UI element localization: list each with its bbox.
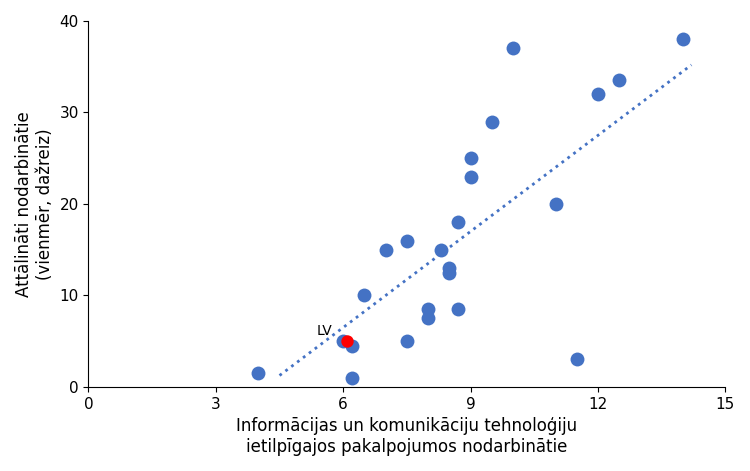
Point bbox=[435, 246, 447, 253]
Point bbox=[614, 77, 626, 84]
Point bbox=[338, 337, 350, 345]
Point bbox=[452, 219, 464, 226]
Point bbox=[401, 337, 413, 345]
Point bbox=[677, 35, 689, 43]
Point bbox=[452, 305, 464, 313]
Point bbox=[346, 342, 358, 349]
Point bbox=[443, 264, 455, 272]
Y-axis label: Attālināti nodarbinātie
(vienmēr, dažreiz): Attālināti nodarbinātie (vienmēr, dažrei… bbox=[15, 111, 54, 297]
Point bbox=[550, 200, 562, 208]
Text: LV: LV bbox=[316, 325, 332, 339]
Point bbox=[571, 356, 583, 363]
Point bbox=[422, 315, 434, 322]
Point bbox=[401, 237, 413, 244]
Point bbox=[358, 292, 370, 299]
Point bbox=[252, 369, 264, 377]
Point bbox=[486, 118, 498, 125]
Point bbox=[346, 374, 358, 382]
Point bbox=[507, 45, 519, 52]
Point bbox=[592, 90, 604, 98]
Point bbox=[422, 305, 434, 313]
Point bbox=[464, 173, 476, 180]
X-axis label: Informācijas un komunikāciju tehnoloģiju
ietilpīgajos pakalpojumos nodarbinātie: Informācijas un komunikāciju tehnoloģiju… bbox=[236, 417, 578, 456]
Point bbox=[443, 269, 455, 276]
Point bbox=[464, 154, 476, 162]
Point bbox=[380, 246, 392, 253]
Point bbox=[341, 337, 353, 345]
